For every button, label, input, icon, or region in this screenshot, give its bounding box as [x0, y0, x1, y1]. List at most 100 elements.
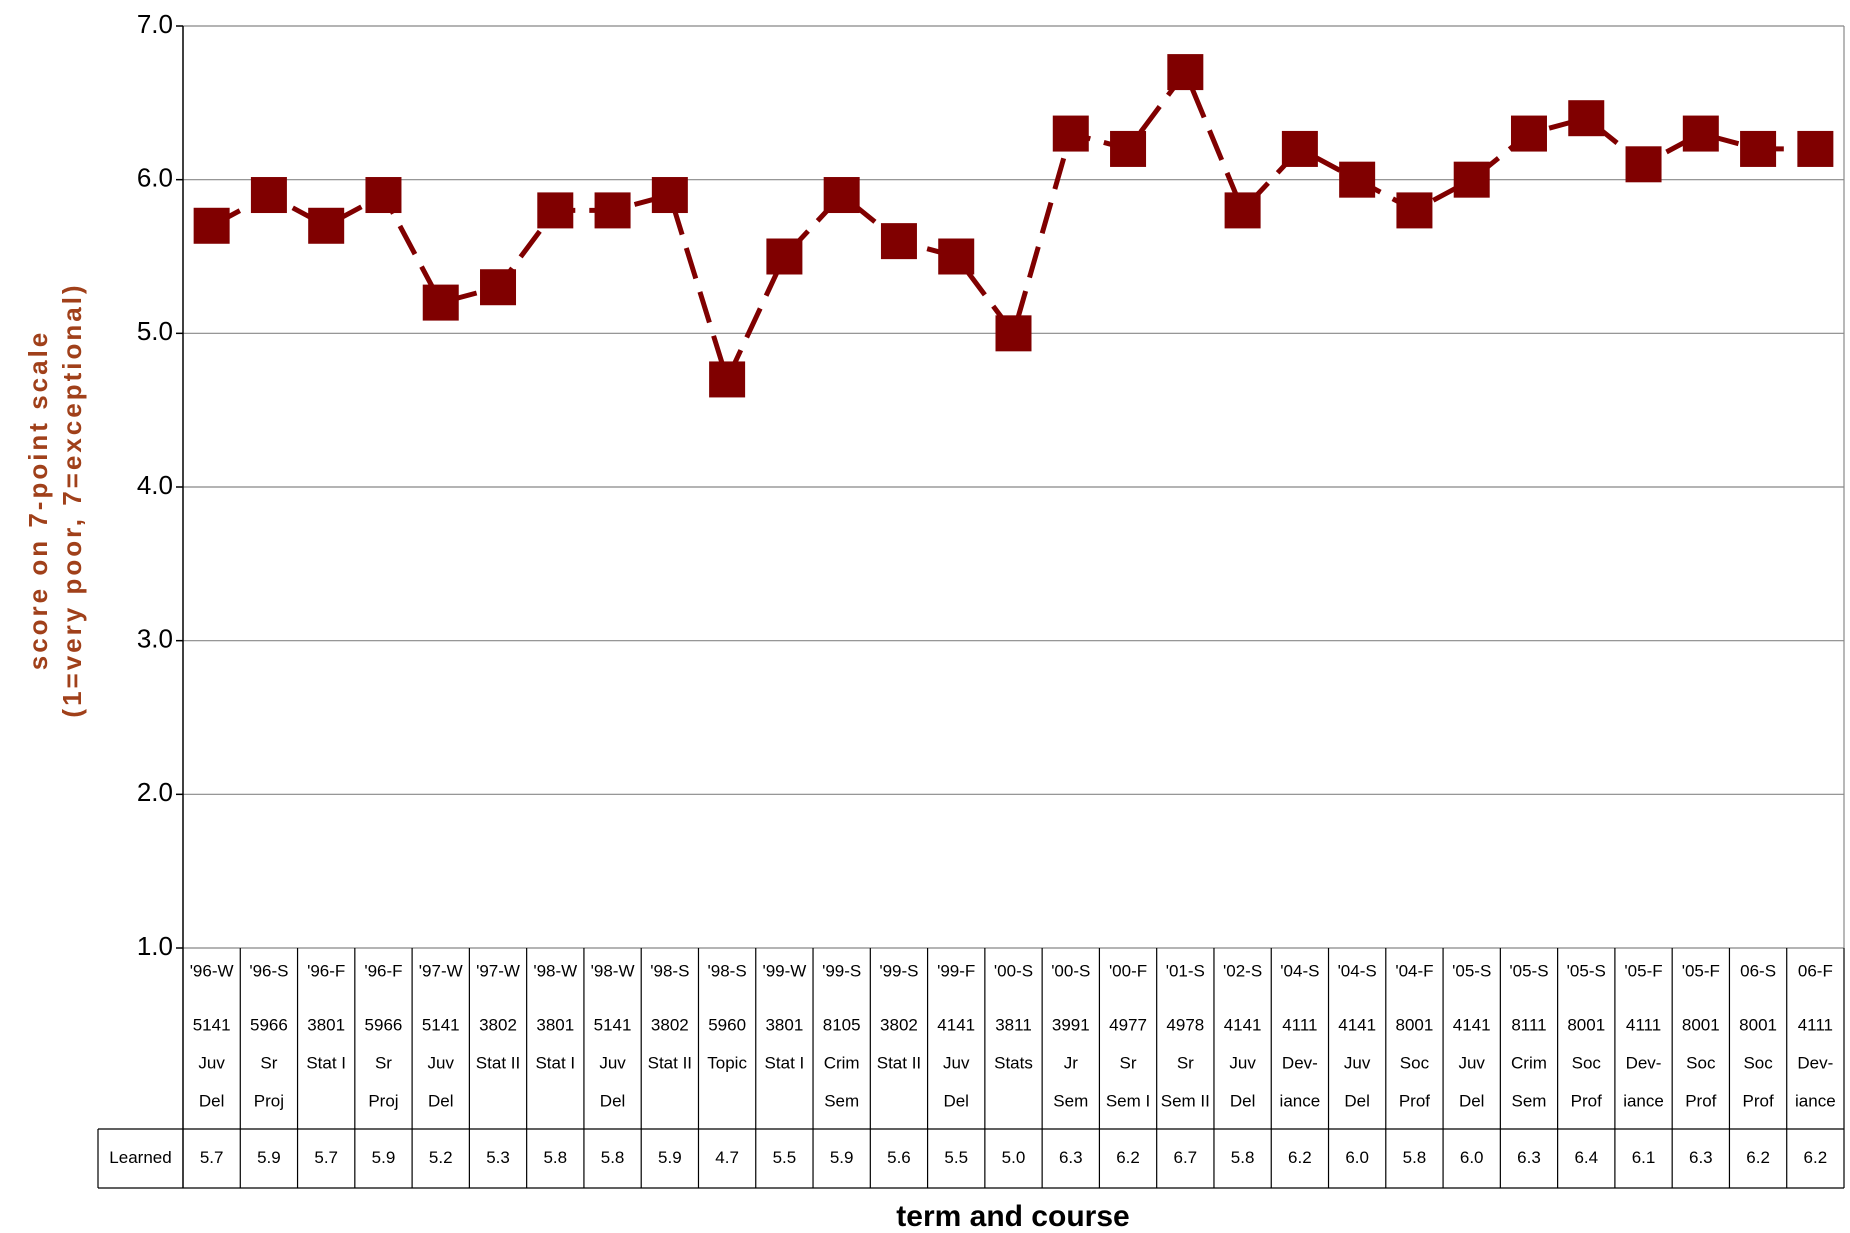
data-label: 5.8: [1403, 1148, 1427, 1167]
x-tick-label: Topic: [707, 1053, 747, 1072]
x-tick-label: 4978: [1166, 1015, 1204, 1034]
x-tick-label: Crim: [1511, 1053, 1547, 1072]
data-label: 6.1: [1632, 1148, 1656, 1167]
x-tick-label: 3802: [479, 1015, 517, 1034]
x-tick-label: Stat II: [476, 1053, 520, 1072]
x-tick-label: '04-S: [1280, 961, 1319, 980]
x-tick-label: Sr: [260, 1053, 277, 1072]
x-tick-label: 8001: [1739, 1015, 1777, 1034]
x-tick-label: Sr: [375, 1053, 392, 1072]
x-tick-label: iance: [1623, 1091, 1664, 1110]
x-tick-label: Prof: [1742, 1091, 1773, 1110]
marker: [1682, 115, 1719, 152]
x-tick-label: 4111: [1626, 1015, 1661, 1034]
x-tick-label: Proj: [254, 1091, 284, 1110]
data-label: 6.3: [1517, 1148, 1541, 1167]
x-tick-label: Stat I: [535, 1053, 575, 1072]
data-label: 6.2: [1804, 1148, 1828, 1167]
x-tick-label: 5960: [708, 1015, 746, 1034]
x-tick-label: 8111: [1511, 1015, 1546, 1034]
x-tick-label: '00-S: [994, 961, 1033, 980]
data-label: 6.4: [1574, 1148, 1598, 1167]
marker: [1110, 130, 1147, 167]
y-tick-label: 4.0: [137, 470, 173, 500]
y-axis-label: (1=very poor, 7=exceptional): [57, 282, 87, 717]
x-tick-label: Juv: [198, 1053, 225, 1072]
x-tick-label: 3802: [651, 1015, 689, 1034]
marker: [1224, 192, 1261, 229]
marker: [594, 192, 631, 229]
marker: [651, 177, 688, 214]
x-tick-label: Juv: [599, 1053, 626, 1072]
x-tick-label: Juv: [1458, 1053, 1485, 1072]
marker: [1339, 161, 1376, 198]
data-label: 5.0: [1002, 1148, 1026, 1167]
data-label: 5.2: [429, 1148, 453, 1167]
marker: [480, 269, 517, 306]
x-tick-label: iance: [1795, 1091, 1836, 1110]
x-tick-label: Jr: [1064, 1053, 1079, 1072]
x-tick-label: Soc: [1686, 1053, 1716, 1072]
x-tick-label: Sr: [1177, 1053, 1194, 1072]
legend-label: Learned: [109, 1148, 171, 1167]
x-tick-label: Dev-: [1626, 1053, 1662, 1072]
data-label: 5.3: [486, 1148, 510, 1167]
x-tick-label: '01-S: [1166, 961, 1205, 980]
x-tick-label: Dev-: [1797, 1053, 1833, 1072]
x-axis-label: term and course: [896, 1200, 1129, 1233]
x-tick-label: Juv: [1229, 1053, 1256, 1072]
x-tick-label: '05-F: [1682, 961, 1720, 980]
x-tick-label: 06-S: [1740, 961, 1776, 980]
data-label: 6.7: [1174, 1148, 1198, 1167]
data-label: 5.5: [944, 1148, 968, 1167]
y-tick-label: 1.0: [137, 931, 173, 961]
data-label: 6.0: [1460, 1148, 1484, 1167]
marker: [537, 192, 574, 229]
x-tick-label: Del: [600, 1091, 626, 1110]
marker: [823, 177, 860, 214]
data-label: 5.8: [1231, 1148, 1255, 1167]
x-tick-label: '04-F: [1395, 961, 1433, 980]
x-tick-label: '05-S: [1509, 961, 1548, 980]
marker: [1281, 130, 1318, 167]
x-tick-label: Juv: [1344, 1053, 1371, 1072]
y-tick-label: 2.0: [137, 777, 173, 807]
y-axis-label: score on 7-point scale: [23, 330, 53, 671]
x-tick-label: Del: [943, 1091, 969, 1110]
x-tick-label: '05-S: [1452, 961, 1491, 980]
x-tick-label: Prof: [1399, 1091, 1430, 1110]
x-tick-label: '98-S: [650, 961, 689, 980]
marker: [1052, 115, 1089, 152]
x-tick-label: Soc: [1572, 1053, 1602, 1072]
marker: [1625, 146, 1662, 183]
x-tick-label: Juv: [428, 1053, 455, 1072]
x-tick-label: '02-S: [1223, 961, 1262, 980]
x-tick-label: Stat I: [306, 1053, 346, 1072]
data-label: 6.2: [1746, 1148, 1770, 1167]
x-tick-label: 4141: [937, 1015, 975, 1034]
x-tick-label: '05-S: [1567, 961, 1606, 980]
x-tick-label: Sem: [1053, 1091, 1088, 1110]
x-tick-label: '04-S: [1338, 961, 1377, 980]
data-label: 5.5: [773, 1148, 797, 1167]
x-tick-label: Del: [1230, 1091, 1256, 1110]
x-tick-label: Sem I: [1106, 1091, 1150, 1110]
marker: [1396, 192, 1433, 229]
data-label: 6.2: [1116, 1148, 1140, 1167]
data-label: 6.3: [1689, 1148, 1713, 1167]
x-tick-label: 8001: [1567, 1015, 1605, 1034]
x-tick-label: '96-F: [307, 961, 345, 980]
x-tick-label: Del: [1344, 1091, 1370, 1110]
x-tick-label: '05-F: [1624, 961, 1662, 980]
x-tick-label: '00-S: [1051, 961, 1090, 980]
x-tick-label: Soc: [1400, 1053, 1430, 1072]
x-tick-label: '99-F: [937, 961, 975, 980]
marker: [1568, 100, 1605, 137]
data-label: 5.6: [887, 1148, 911, 1167]
data-label: 5.7: [200, 1148, 224, 1167]
x-tick-label: '98-S: [708, 961, 747, 980]
x-tick-label: 4141: [1453, 1015, 1491, 1034]
x-tick-label: '96-W: [190, 961, 234, 980]
x-tick-label: 4141: [1338, 1015, 1376, 1034]
